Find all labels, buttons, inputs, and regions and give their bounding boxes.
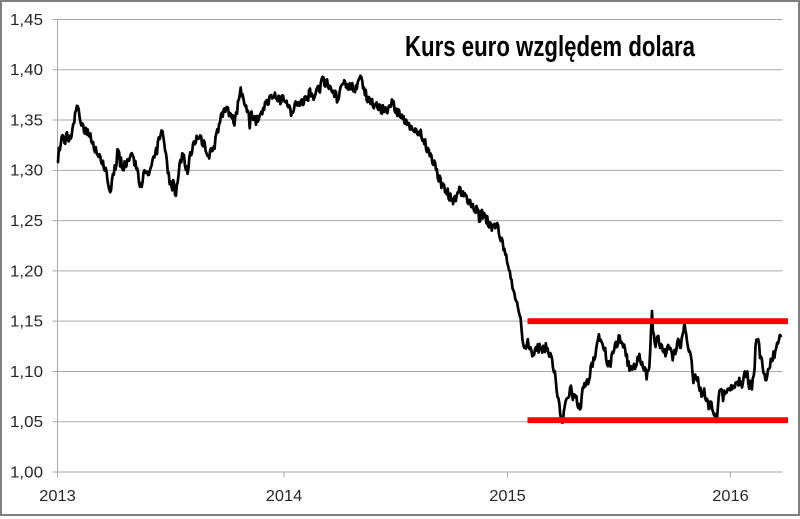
svg-text:2014: 2014	[266, 488, 303, 505]
svg-text:1,10: 1,10	[10, 364, 43, 381]
svg-text:2015: 2015	[489, 488, 526, 505]
svg-text:1,30: 1,30	[10, 163, 43, 180]
svg-text:2013: 2013	[39, 488, 76, 505]
svg-text:1,05: 1,05	[10, 414, 43, 431]
svg-text:1,25: 1,25	[10, 213, 43, 230]
svg-text:1,20: 1,20	[10, 263, 43, 280]
svg-text:1,40: 1,40	[10, 62, 43, 79]
svg-text:1,15: 1,15	[10, 314, 43, 331]
svg-text:Kurs euro względem dolara: Kurs euro względem dolara	[405, 31, 696, 63]
svg-text:1,45: 1,45	[10, 12, 43, 29]
svg-text:1,35: 1,35	[10, 113, 43, 130]
svg-text:1,00: 1,00	[10, 464, 43, 481]
svg-text:2016: 2016	[712, 488, 749, 505]
